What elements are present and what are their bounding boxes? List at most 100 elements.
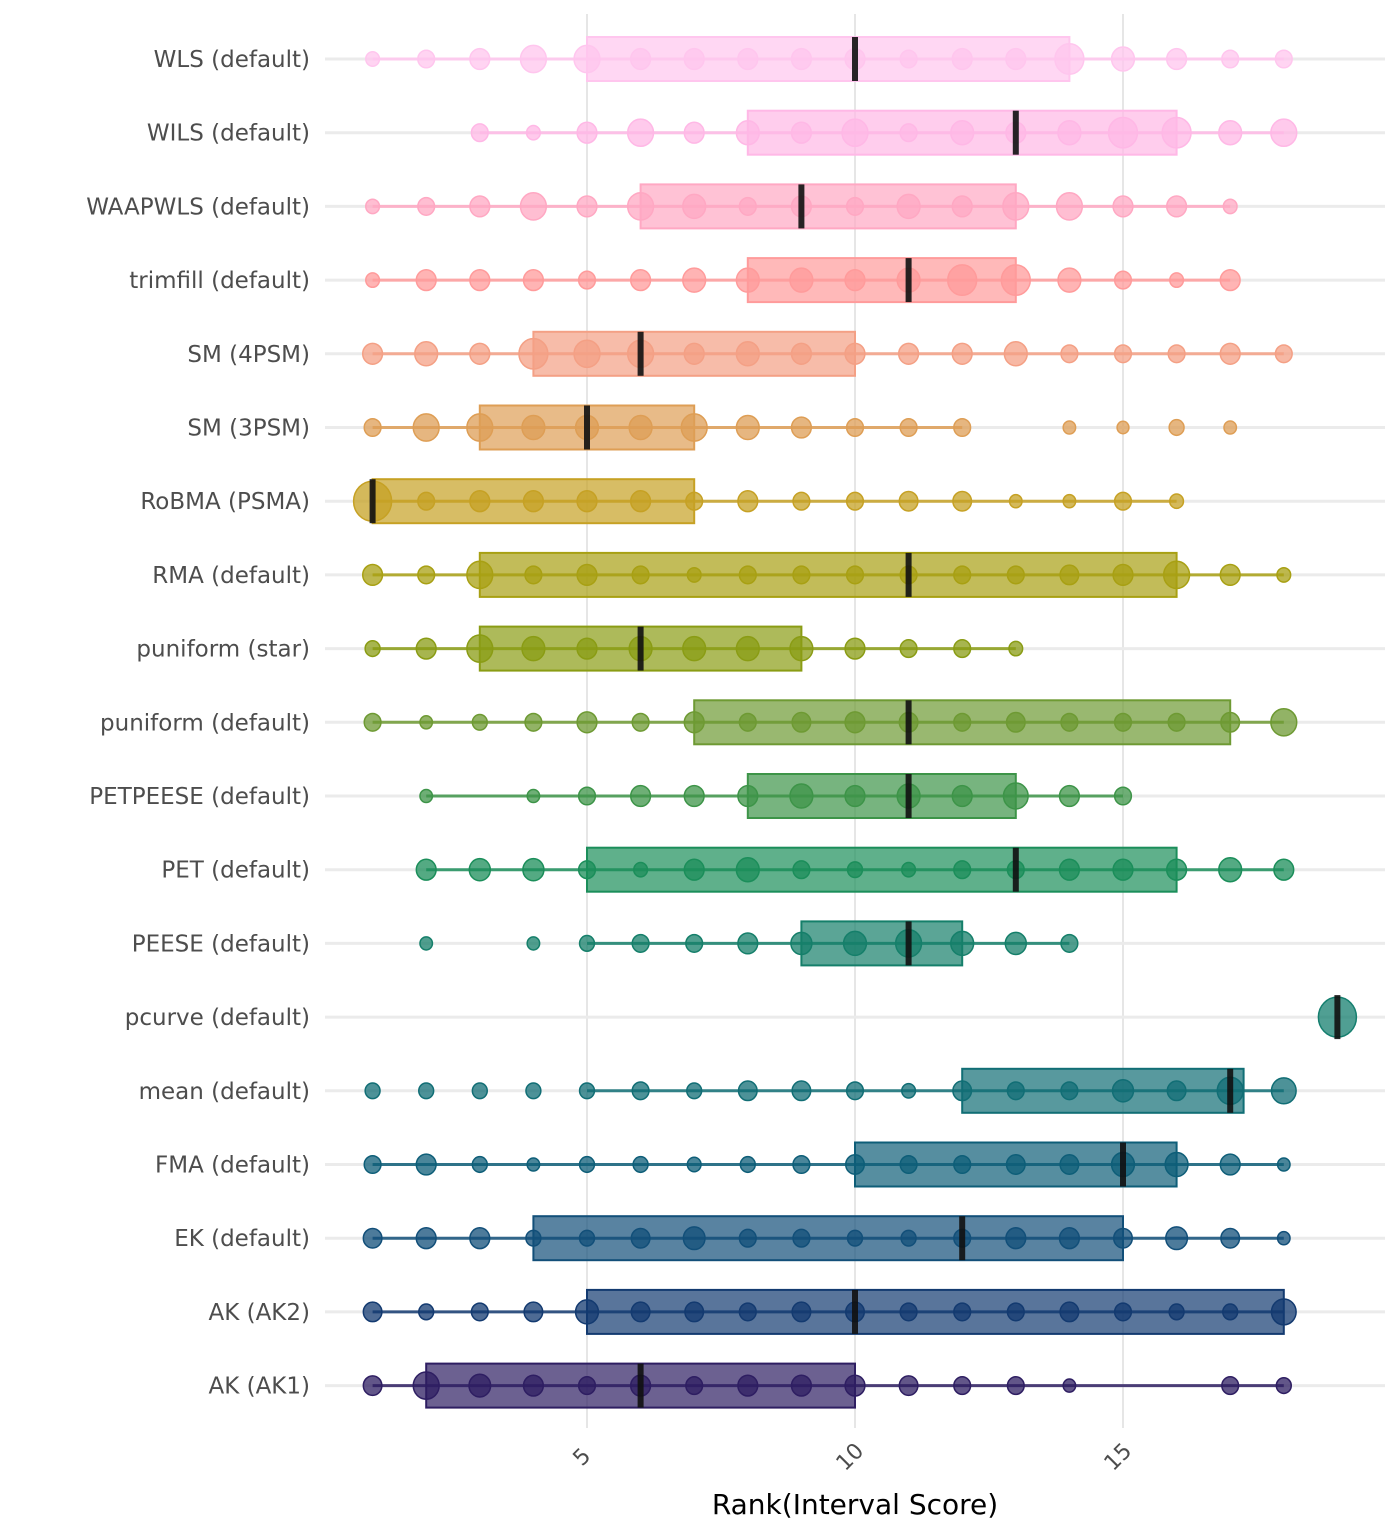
y-axis-label: RoBMA (PSMA) [140, 489, 310, 515]
rank-point [1060, 344, 1079, 364]
rank-point [844, 1374, 866, 1397]
rank-point [953, 417, 972, 438]
rank-point [1058, 858, 1081, 881]
rank-point [953, 1376, 972, 1396]
method-row [365, 257, 1241, 304]
rank-point [1164, 1151, 1189, 1178]
rank-point [953, 1302, 972, 1322]
rank-point [577, 786, 597, 806]
rank-point [901, 861, 917, 878]
method-row [361, 330, 1293, 377]
rank-point [1055, 192, 1084, 221]
rank-point [790, 1374, 813, 1397]
rank-point [468, 857, 492, 882]
rank-point [845, 491, 865, 511]
rank-point [362, 1375, 383, 1397]
rank-point [1167, 712, 1186, 732]
rank-point [417, 49, 436, 69]
rank-point [1057, 267, 1082, 293]
rank-point [951, 784, 973, 808]
rank-point [1005, 47, 1027, 71]
y-axis-label: SM (4PSM) [187, 342, 310, 368]
rank-point [792, 1154, 811, 1175]
rank-point [526, 788, 541, 804]
rank-point [1218, 856, 1243, 883]
median-marker [852, 37, 858, 81]
rank-point [683, 47, 705, 71]
rank-point [573, 339, 601, 369]
rank-point [469, 195, 491, 218]
median-marker [637, 626, 644, 671]
rank-point [522, 857, 545, 882]
rank-point [417, 565, 436, 585]
rank-point [842, 930, 868, 957]
rank-point [898, 490, 919, 512]
rank-point [737, 1374, 759, 1397]
rank-point [1111, 1079, 1135, 1103]
rank-point [1113, 344, 1133, 364]
rank-point [1219, 342, 1241, 365]
rank-point [685, 1376, 704, 1396]
rank-point [899, 49, 918, 69]
rank-point [1276, 1230, 1291, 1246]
iqr-box [586, 846, 1178, 893]
rank-point [1059, 1301, 1080, 1323]
rank-point [735, 341, 760, 367]
rank-point [1005, 711, 1026, 733]
rank-point [365, 51, 381, 67]
rank-point [686, 1082, 703, 1100]
rank-point [576, 563, 598, 587]
method-row [365, 36, 1293, 82]
rank-point [790, 931, 813, 956]
y-axis-label: PETPEESE (default) [89, 784, 310, 810]
rank-point [412, 1371, 440, 1400]
method-row [415, 846, 1295, 893]
rank-point [735, 856, 760, 883]
rank-point [737, 932, 759, 955]
rank-point [683, 121, 705, 144]
rank-point [844, 1153, 866, 1176]
rank-point [1219, 1153, 1241, 1176]
rank-point [789, 783, 814, 809]
rank-point [844, 784, 866, 808]
rank-point [841, 118, 869, 148]
median-marker [1334, 995, 1341, 1040]
rank-point [626, 192, 655, 221]
y-axis-label: pcurve (default) [125, 1005, 310, 1031]
method-row [363, 404, 1238, 451]
rank-point [735, 635, 760, 662]
rank-point [1274, 49, 1293, 69]
method-row [363, 699, 1298, 746]
rank-point [735, 414, 760, 441]
x-tick-label: 5 [569, 1444, 597, 1472]
rank-point [739, 1155, 756, 1174]
rank-point [953, 860, 972, 880]
rank-point [521, 635, 546, 662]
rank-point [1113, 1302, 1133, 1322]
rank-point [1107, 116, 1139, 149]
rank-point [471, 1155, 488, 1174]
rank-point [1060, 1081, 1079, 1101]
rank-point [1059, 564, 1080, 586]
rank-point [1274, 344, 1293, 364]
method-row [362, 1362, 1292, 1409]
y-axis-label: RMA (default) [152, 563, 310, 589]
rank-point [1110, 46, 1136, 72]
rank-point [362, 1301, 383, 1323]
rank-point [1169, 272, 1185, 289]
rank-point [1276, 1157, 1291, 1172]
rank-point [1275, 1377, 1292, 1395]
rank-point [682, 1226, 706, 1251]
rank-point [526, 1157, 541, 1172]
rank-point [469, 1227, 491, 1250]
x-tick-label: 10 [832, 1439, 869, 1476]
rank-point [1165, 195, 1188, 218]
method-row [362, 1288, 1297, 1335]
rank-point [1167, 344, 1186, 364]
rank-point [631, 712, 650, 732]
rank-point [364, 640, 381, 658]
rank-point [519, 44, 548, 74]
rank-point [952, 490, 973, 512]
rank-point [790, 416, 813, 439]
rank-point [792, 1228, 811, 1248]
